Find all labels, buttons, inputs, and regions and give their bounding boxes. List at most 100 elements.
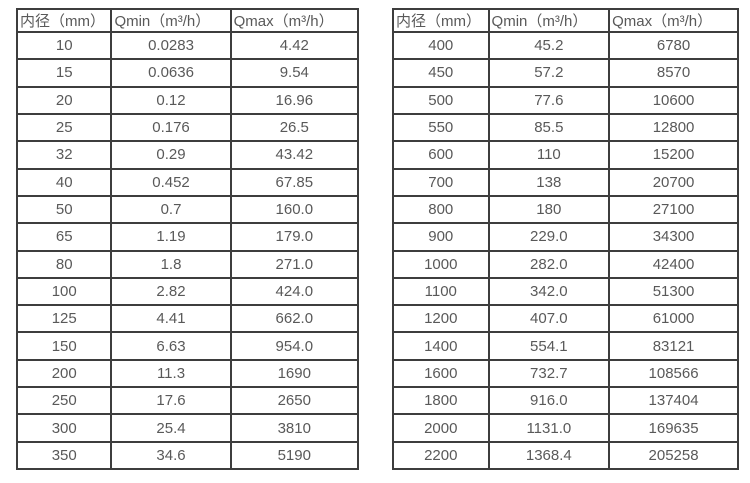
column-header: Qmin（m³/h） [110, 8, 232, 33]
table-row: 1800 916.0 137404 [392, 386, 739, 416]
cell: 67.85 [229, 167, 360, 197]
column-header: 内径（mm） [392, 8, 490, 33]
column-header: Qmin（m³/h） [487, 8, 611, 33]
cell: 1.8 [110, 249, 232, 279]
cell: 0.7 [110, 194, 232, 225]
cell: 100 [15, 276, 113, 307]
cell: 108566 [608, 358, 739, 389]
cell: 350 [15, 440, 113, 471]
cell: 160.0 [229, 194, 360, 225]
cell: 26.5 [229, 112, 360, 143]
cell: 1800 [392, 386, 490, 416]
cell: 42400 [608, 249, 739, 279]
cell: 61000 [608, 304, 739, 334]
cell: 550 [392, 112, 490, 143]
cell: 4.41 [110, 304, 232, 334]
cell: 169635 [608, 413, 739, 443]
cell: 1200 [392, 304, 490, 334]
cell: 11.3 [110, 358, 232, 389]
cell: 12800 [608, 112, 739, 143]
cell: 50 [15, 194, 113, 225]
cell: 342.0 [487, 276, 611, 307]
cell: 85.5 [487, 112, 611, 143]
cell: 700 [392, 167, 490, 197]
header-row: 内径（mm） Qmin（m³/h） Qmax（m³/h） [392, 8, 739, 33]
cell: 282.0 [487, 249, 611, 279]
table-row: 1200 407.0 61000 [392, 304, 739, 334]
cell: 17.6 [110, 386, 232, 416]
cell: 229.0 [487, 222, 611, 252]
table-row: 900 229.0 34300 [392, 222, 739, 252]
cell: 20 [15, 85, 113, 115]
cell: 179.0 [229, 222, 360, 252]
cell: 554.1 [487, 331, 611, 361]
cell: 137404 [608, 386, 739, 416]
cell: 27100 [608, 194, 739, 225]
table-row: 700 138 20700 [392, 167, 739, 197]
cell: 0.0636 [110, 58, 232, 88]
cell: 138 [487, 167, 611, 197]
table-row: 40 0.452 67.85 [15, 167, 360, 197]
cell: 0.29 [110, 140, 232, 170]
cell: 954.0 [229, 331, 360, 361]
table-header: 内径（mm） Qmin（m³/h） Qmax（m³/h） [392, 8, 739, 33]
cell: 250 [15, 386, 113, 416]
table-row: 2200 1368.4 205258 [392, 440, 739, 471]
cell: 9.54 [229, 58, 360, 88]
cell: 25.4 [110, 413, 232, 443]
cell: 1100 [392, 276, 490, 307]
cell: 34300 [608, 222, 739, 252]
cell: 10 [15, 30, 113, 61]
cell: 180 [487, 194, 611, 225]
cell: 0.452 [110, 167, 232, 197]
cell: 205258 [608, 440, 739, 471]
table-row: 50 0.7 160.0 [15, 194, 360, 225]
cell: 110 [487, 140, 611, 170]
table-row: 32 0.29 43.42 [15, 140, 360, 170]
column-header: Qmax（m³/h） [229, 8, 360, 33]
table-row: 10 0.0283 4.42 [15, 30, 360, 61]
table-row: 400 45.2 6780 [392, 30, 739, 61]
cell: 2650 [229, 386, 360, 416]
cell: 1690 [229, 358, 360, 389]
cell: 15200 [608, 140, 739, 170]
header-row: 内径（mm） Qmin（m³/h） Qmax（m³/h） [15, 8, 360, 33]
table-row: 1600 732.7 108566 [392, 358, 739, 389]
cell: 800 [392, 194, 490, 225]
cell: 407.0 [487, 304, 611, 334]
cell: 600 [392, 140, 490, 170]
cell: 83121 [608, 331, 739, 361]
cell: 1368.4 [487, 440, 611, 471]
cell: 0.12 [110, 85, 232, 115]
table-body: 10 0.0283 4.42 15 0.0636 9.54 20 0.12 16.96 25 0.1… [15, 30, 360, 471]
cell: 400 [392, 30, 490, 61]
cell: 0.0283 [110, 30, 232, 61]
cell: 1.19 [110, 222, 232, 252]
cell: 732.7 [487, 358, 611, 389]
cell: 125 [15, 304, 113, 334]
cell: 6.63 [110, 331, 232, 361]
cell: 916.0 [487, 386, 611, 416]
table-row: 80 1.8 271.0 [15, 249, 360, 279]
cell: 900 [392, 222, 490, 252]
cell: 1400 [392, 331, 490, 361]
table-row: 25 0.176 26.5 [15, 112, 360, 143]
flow-table-small-diameters: 内径（mm） Qmin（m³/h） Qmax（m³/h） 10 0.0283 4.42 15… [15, 8, 360, 471]
table-row: 1100 342.0 51300 [392, 276, 739, 307]
cell: 25 [15, 112, 113, 143]
cell: 57.2 [487, 58, 611, 88]
cell: 500 [392, 85, 490, 115]
table-row: 800 180 27100 [392, 194, 739, 225]
table-header: 内径（mm） Qmin（m³/h） Qmax（m³/h） [15, 8, 360, 33]
cell: 40 [15, 167, 113, 197]
table-row: 300 25.4 3810 [15, 413, 360, 443]
cell: 424.0 [229, 276, 360, 307]
cell: 8570 [608, 58, 739, 88]
table-row: 1400 554.1 83121 [392, 331, 739, 361]
cell: 150 [15, 331, 113, 361]
cell: 4.42 [229, 30, 360, 61]
table-row: 550 85.5 12800 [392, 112, 739, 143]
table-row: 125 4.41 662.0 [15, 304, 360, 334]
cell: 5190 [229, 440, 360, 471]
cell: 6780 [608, 30, 739, 61]
